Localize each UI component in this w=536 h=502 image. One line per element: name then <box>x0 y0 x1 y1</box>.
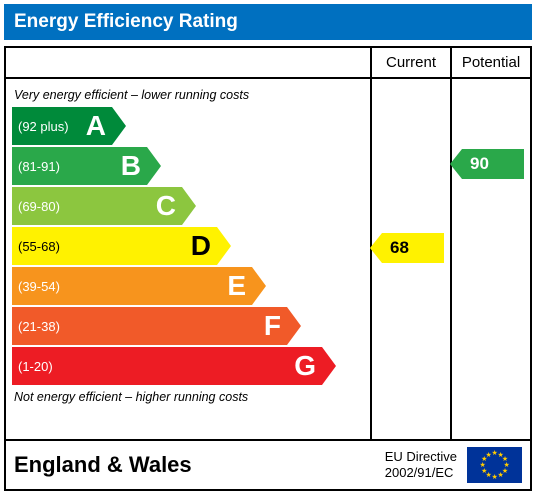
band-a: (92 plus) A <box>12 107 112 145</box>
col-header-potential: Potential <box>450 48 530 77</box>
title-bar: Energy Efficiency Rating <box>4 4 532 40</box>
header-row: Current Potential <box>6 48 530 79</box>
directive-label: EU Directive 2002/91/EC <box>385 449 457 480</box>
band-range-e: (39-54) <box>12 279 60 294</box>
band-b: (81-91) B <box>12 147 147 185</box>
potential-column: 90 <box>450 79 530 439</box>
band-letter-b: B <box>121 150 147 182</box>
main-box: Current Potential Very energy efficient … <box>4 46 532 491</box>
footer-row: England & Wales EU Directive 2002/91/EC … <box>6 439 530 489</box>
eu-star-icon: ★ <box>492 473 498 481</box>
current-value: 68 <box>390 238 409 258</box>
band-range-a: (92 plus) <box>12 119 69 134</box>
header-spacer <box>6 48 370 77</box>
band-letter-a: A <box>86 110 112 142</box>
current-column: 68 <box>370 79 450 439</box>
title-text: Energy Efficiency Rating <box>14 11 238 32</box>
band-e: (39-54) E <box>12 267 252 305</box>
eu-star-icon: ★ <box>486 451 492 459</box>
potential-marker: 90 <box>462 149 524 179</box>
bands-area: Very energy efficient – lower running co… <box>6 79 370 439</box>
band-c: (69-80) C <box>12 187 182 225</box>
band-letter-d: D <box>191 230 217 262</box>
band-range-f: (21-38) <box>12 319 60 334</box>
band-letter-c: C <box>156 190 182 222</box>
note-bottom: Not energy efficient – higher running co… <box>6 387 370 407</box>
eu-flag-icon: ★★★★★★★★★★★★ <box>467 447 522 483</box>
band-range-b: (81-91) <box>12 159 60 174</box>
region-label: England & Wales <box>14 452 385 478</box>
potential-value: 90 <box>470 154 489 174</box>
band-f: (21-38) F <box>12 307 287 345</box>
note-top: Very energy efficient – lower running co… <box>6 85 370 105</box>
directive-line1: EU Directive <box>385 449 457 465</box>
band-g: (1-20) G <box>12 347 322 385</box>
eu-star-icon: ★ <box>498 471 504 479</box>
band-letter-f: F <box>264 310 287 342</box>
band-letter-e: E <box>227 270 252 302</box>
band-range-g: (1-20) <box>12 359 53 374</box>
current-marker: 68 <box>382 233 444 263</box>
band-range-d: (55-68) <box>12 239 60 254</box>
directive-line2: 2002/91/EC <box>385 465 457 481</box>
col-header-current: Current <box>370 48 450 77</box>
band-letter-g: G <box>294 350 322 382</box>
body-row: Very energy efficient – lower running co… <box>6 79 530 439</box>
band-range-c: (69-80) <box>12 199 60 214</box>
band-d: (55-68) D <box>12 227 217 265</box>
epc-chart: Energy Efficiency Rating Current Potenti… <box>0 0 536 502</box>
